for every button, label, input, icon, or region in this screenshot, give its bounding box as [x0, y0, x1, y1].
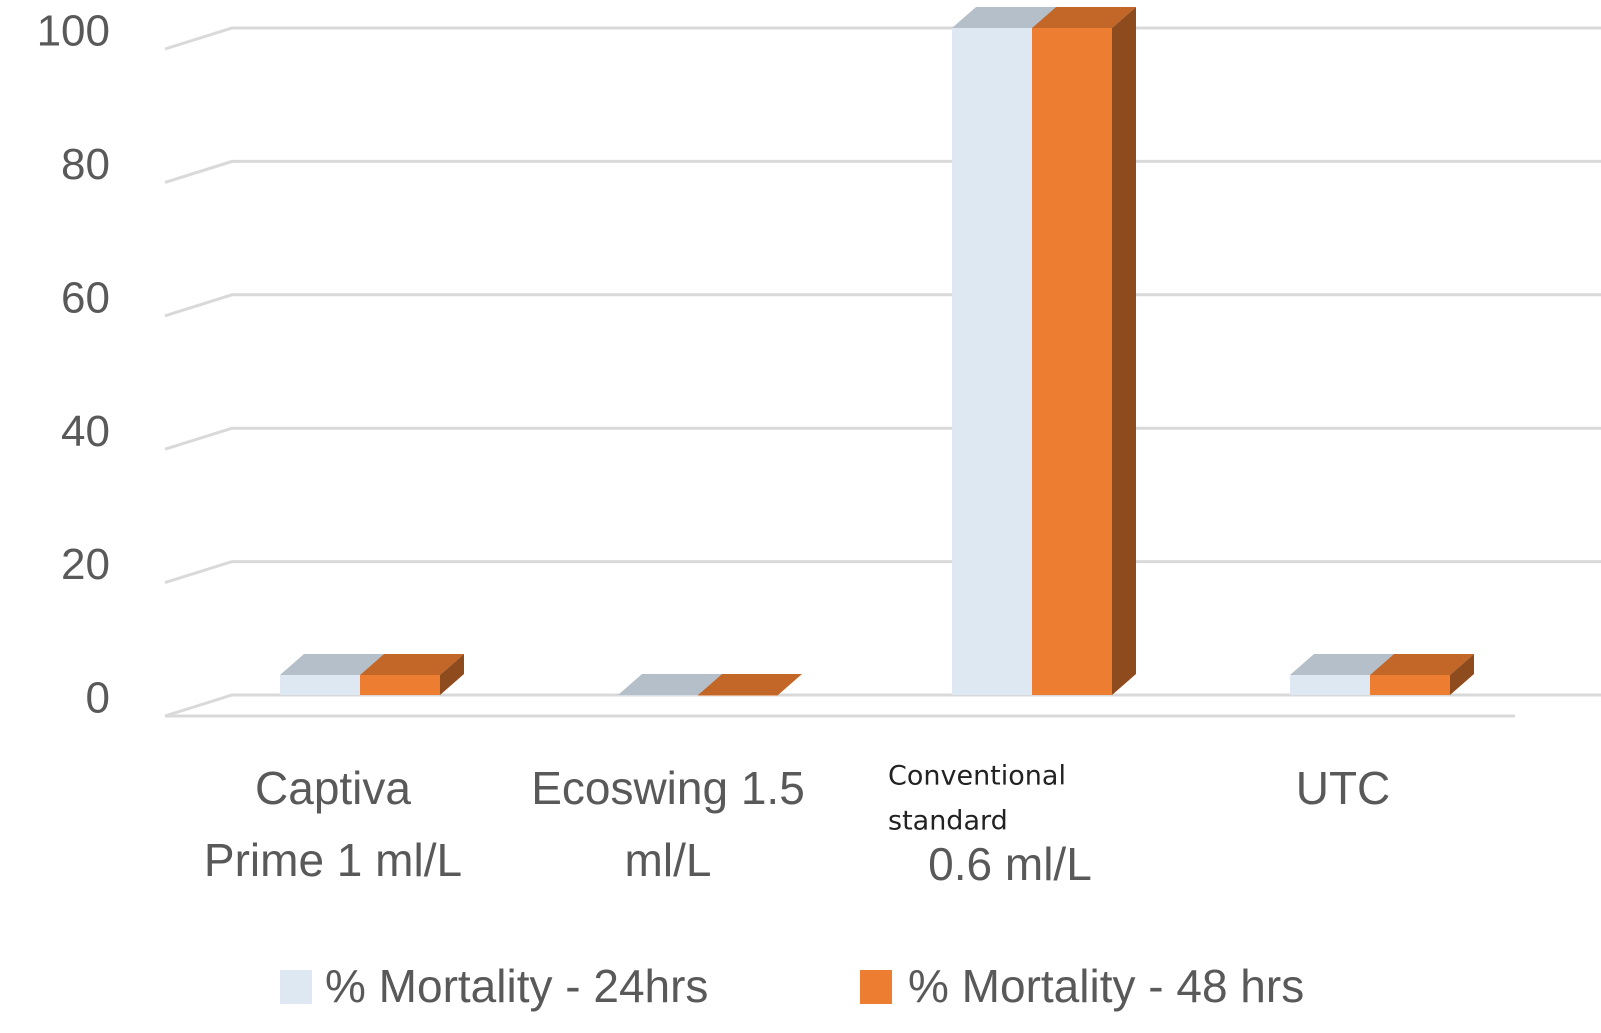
bar-top: [698, 674, 802, 695]
legend-swatch: [280, 970, 312, 1004]
bar-front: [360, 674, 440, 695]
x-tick-label-line: 0.6 ml/L: [928, 838, 1092, 890]
bars: [280, 7, 1474, 696]
y-tick-label-20: 20: [61, 540, 110, 589]
bar-top: [280, 653, 384, 675]
gridline-80: [164, 159, 1601, 184]
bar-top: [360, 653, 464, 675]
bar-front: [698, 695, 778, 696]
x-tick-label-line: Conventional: [888, 761, 1066, 792]
bar-top: [1032, 7, 1136, 28]
bar-1-4: [1290, 653, 1394, 695]
gridline-0: [164, 693, 1601, 718]
x-tick-label-line: UTC: [1296, 762, 1391, 814]
legend-swatch: [860, 970, 892, 1004]
x-tick-label-2: Ecoswing 1.5 ml/L: [531, 762, 805, 886]
x-tick-label-line: Ecoswing 1.5: [531, 762, 805, 814]
bar-top: [1290, 653, 1394, 675]
bar-front: [1032, 28, 1112, 695]
bar-front: [1370, 674, 1450, 695]
y-tick-label-80: 80: [61, 140, 110, 189]
gridline-60: [164, 293, 1601, 318]
bar-2-1: [360, 653, 464, 695]
y-tick-label-60: 60: [61, 273, 110, 322]
bar-side: [1450, 653, 1474, 695]
legend: % Mortality - 24hrs % Mortality - 48 hrs: [280, 960, 1304, 1012]
bar-front: [618, 695, 698, 696]
legend-label: % Mortality - 24hrs: [325, 960, 708, 1012]
bar-top: [618, 674, 722, 695]
gridline-100: [164, 26, 1601, 51]
legend-item-2: % Mortality - 48 hrs: [860, 960, 1304, 1012]
legend-item-1: % Mortality - 24hrs: [280, 960, 708, 1012]
x-tick-label-1: Captiva Prime 1 ml/L: [204, 762, 462, 886]
gridline-20: [164, 560, 1601, 585]
y-tick-label-0: 0: [86, 674, 110, 723]
x-tick-label-line: Prime 1 ml/L: [204, 834, 462, 886]
bar-1-2: [618, 674, 722, 696]
bar-2-2: [698, 674, 802, 696]
bar-side: [1112, 7, 1136, 695]
x-tick-label-line: ml/L: [625, 834, 712, 886]
bar-1-3: [952, 7, 1056, 695]
gridlines: [164, 26, 1601, 718]
bar-1-1: [280, 653, 384, 695]
bar-side: [440, 653, 464, 695]
bar-front: [280, 674, 360, 695]
bar-top: [1370, 653, 1474, 675]
x-tick-label-line: standard: [888, 806, 1008, 837]
y-tick-label-40: 40: [61, 407, 110, 456]
y-axis-ticks: 0 20 40 60 80 100: [37, 7, 110, 723]
x-tick-label-line: Captiva: [255, 762, 411, 814]
bar-front: [952, 28, 1032, 695]
legend-label: % Mortality - 48 hrs: [908, 960, 1304, 1012]
bar-front: [1290, 674, 1370, 695]
bar-2-3: [1032, 7, 1136, 695]
x-tick-label-4: UTC: [1296, 762, 1391, 814]
y-tick-label-100: 100: [37, 7, 110, 56]
gridline-40: [164, 426, 1601, 451]
bar-2-4: [1370, 653, 1474, 695]
bar-top: [952, 7, 1056, 28]
x-axis-labels: Captiva Prime 1 ml/L Ecoswing 1.5 ml/L Conve…: [204, 761, 1390, 891]
